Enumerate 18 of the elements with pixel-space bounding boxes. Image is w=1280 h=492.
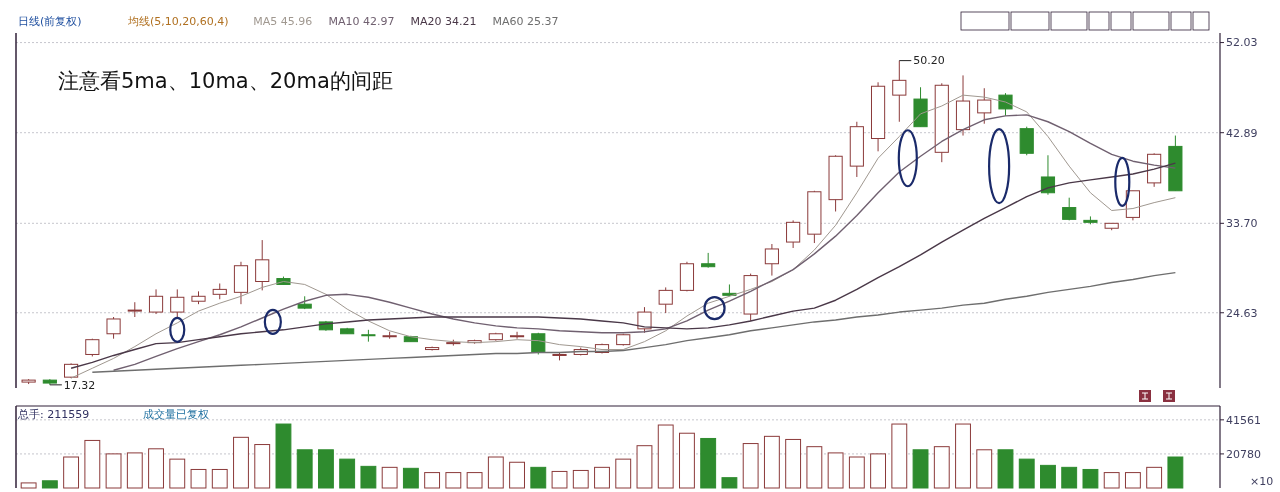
y-tick-label: 20780 <box>1226 447 1261 461</box>
annotation: 50.20 <box>913 54 945 68</box>
chart-title: 日线(前复权) <box>18 15 82 28</box>
chart-title: 总手: 211559 <box>17 408 90 421</box>
chart-subtitle: 成交量已复权 <box>143 408 209 421</box>
annotation: 注意看5ma、10ma、20ma的间距 <box>58 69 393 93</box>
legend-title: 均线(5,10,20,60,4) <box>127 15 229 28</box>
y-axis-title: ×10 <box>1250 475 1274 488</box>
annotation: 17.32 <box>63 378 96 392</box>
text: MA10 42.97 <box>328 15 395 28</box>
y-tick-label: 41561 <box>1226 413 1261 427</box>
text: MA60 25.37 <box>492 15 559 28</box>
text: MA5 45.96 <box>253 15 313 28</box>
y-tick-label: 24.63 <box>1226 306 1258 320</box>
y-tick-label: 33.70 <box>1226 217 1258 231</box>
y-tick-label: 52.03 <box>1226 36 1258 50</box>
y-tick-label: 42.89 <box>1226 126 1258 140</box>
text: MA20 34.21 <box>410 15 477 28</box>
